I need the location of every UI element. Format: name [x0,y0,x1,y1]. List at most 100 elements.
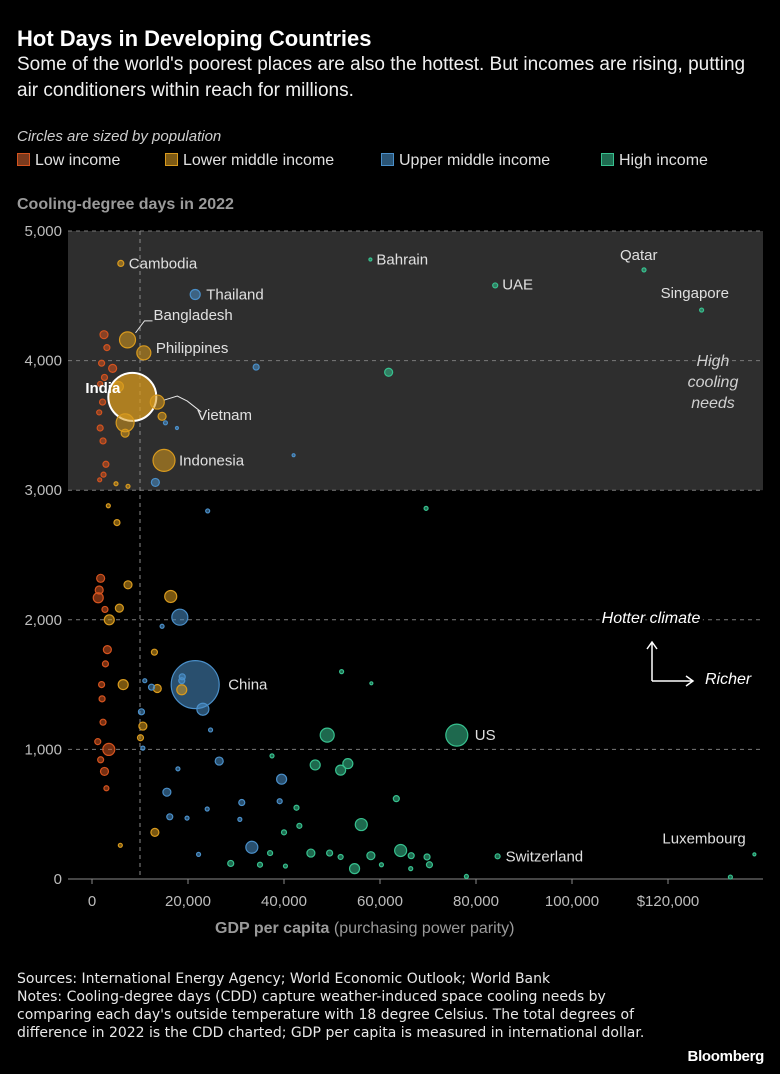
legend-swatch-upper-middle-income [381,153,394,166]
data-point [162,787,172,797]
data-point [178,677,186,685]
legend-item-lower-middle-income: Lower middle income [165,152,334,170]
data-point [159,623,165,629]
data-point [94,585,104,595]
data-point [408,866,414,872]
data-point [97,681,106,689]
data-point [150,477,160,488]
data-point [196,702,210,716]
data-point [98,695,106,703]
x-tick-label: 0 [88,893,96,910]
data-point [96,573,106,583]
y-tick-label: 5,000 [24,223,62,240]
legend-item-low-income: Low income [17,152,120,170]
sources-text: Sources: International Energy Agency; Wo… [17,971,551,987]
data-point [282,863,289,869]
data-point [384,367,394,377]
y-tick-label: 3,000 [24,482,62,499]
data-point [175,766,181,772]
bloomberg-logo: Bloomberg [687,1048,765,1065]
data-point [120,428,130,438]
point-label: Switzerland [506,848,584,865]
data-point [423,505,429,511]
size-note: Circles are sized by population [17,128,222,145]
data-point [176,684,188,696]
x-axis-title-rest: (purchasing power parity) [329,920,515,937]
data-point [256,861,264,868]
data-point [94,738,102,746]
point-label: Cambodia [129,255,198,272]
point-label: China [228,677,268,694]
legend-label: Low income [35,152,121,169]
data-point [99,330,109,340]
data-point [136,734,145,742]
chart-title: Hot Days in Developing Countries [17,26,372,51]
data-point [280,829,288,836]
data-point [423,853,431,861]
data-point [97,359,106,367]
data-point [117,842,123,848]
data-point [99,437,107,445]
data-point [166,813,174,821]
data-point [100,471,107,478]
x-tick-label: 20,000 [165,893,211,910]
chart-subtitle: Some of the world's poorest places are a… [17,54,746,101]
data-point [97,756,105,764]
data-point [326,849,334,857]
data-point [170,660,220,710]
data-point [348,863,361,875]
data-point [366,851,376,861]
data-point [337,853,344,861]
data-point [99,766,110,777]
data-point [150,648,158,656]
x-tick-label: 80,000 [453,893,499,910]
data-point [108,363,118,373]
data-point [445,723,469,747]
data-point [204,806,210,812]
x-tick-label: 40,000 [261,893,307,910]
point-label: US [475,727,496,744]
data-point [99,718,107,726]
data-point [152,448,176,472]
data-point [368,257,373,262]
data-point [101,660,110,668]
data-point [339,669,345,675]
data-point [125,483,131,489]
data-point [147,683,156,691]
data-point [114,603,124,613]
high-cooling-annotation: cooling [688,374,739,391]
data-point [100,373,109,382]
footer-notes: Sources: International Energy Agency; Wo… [17,970,657,1042]
data-point [117,259,125,268]
data-point [276,798,283,805]
data-point [97,477,103,483]
data-point [102,645,112,655]
legend-swatch-low-income [17,153,30,166]
scatter-chart: 0 1,000 2,000 3,000 4,000 5,000 0 20,000 40,000 6… [24,223,763,910]
data-point [102,742,116,757]
x-tick-label: 60,000 [357,893,403,910]
label-leader-line [164,395,202,413]
data-point [238,798,246,807]
data-point [149,394,165,410]
data-point [309,759,321,771]
data-point [463,873,469,880]
label-leader-line [135,320,153,334]
data-point [245,840,259,854]
data-point [293,804,300,811]
legend-swatch-lower-middle-income [165,153,178,166]
point-label: Qatar [620,247,658,264]
data-point [354,817,368,832]
data-point [137,708,146,716]
legend-label: High income [619,152,708,169]
data-point [727,874,734,880]
point-label: Indonesia [179,452,245,469]
data-point [269,753,275,759]
hotter-climate-label: Hotter climate [602,610,701,627]
legend-item-upper-middle-income: Upper middle income [381,152,550,170]
data-point [138,721,148,731]
data-point [164,589,178,604]
y-tick-label: 2,000 [24,612,62,629]
data-point [319,727,335,743]
data-point [494,853,501,860]
